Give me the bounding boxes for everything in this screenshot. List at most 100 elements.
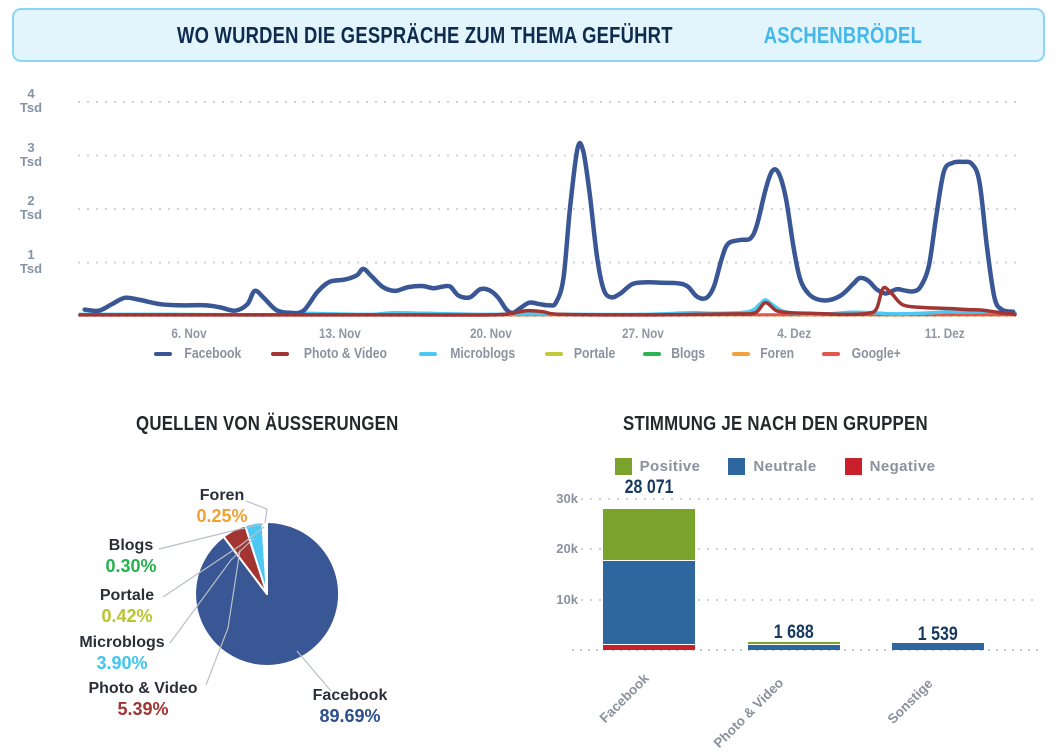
bar-total-text: 1 539 [918,624,958,645]
banner-highlight: ASCHENBRÖDEL [763,21,922,48]
x-tick-text: 11. Dez [924,325,965,341]
pie-label-percent: 0.25% [196,506,248,526]
bar-gridline [572,548,1040,550]
pie-callout-line-blogs [158,523,264,550]
bar-gridline [572,497,1040,500]
bar-section-title: STIMMUNG JE NACH DEN GRUPPEN [558,413,992,436]
pie-label-facebook: Facebook 89.69% [270,686,430,726]
pie-label-name: Portale [99,587,155,604]
legend-item-microblogs[interactable]: Microblogs [418,346,521,362]
legend-swatch-facebook [153,352,172,356]
legend-item-photo-video[interactable]: Photo & Video [270,346,395,362]
pie-callout-line-foren [245,500,268,524]
pie-callout-line-facebook [296,650,332,692]
bar-y-label: 10k [556,591,578,607]
legend-swatch-neutrale [728,458,746,475]
x-tick-label: 27. Nov [598,325,688,341]
legend-swatch-positive [614,458,632,475]
banner: WO WURDEN DIE GESPRÄCHE ZUM THEMA GEFÜHR… [12,8,1045,62]
pie-label-name: Photo & Video [88,680,198,697]
pie-label-blogs: Blogs 0.30% [51,536,211,576]
bar-total-photo-video: 1 688 [724,622,864,644]
y-axis-value: 1 [27,246,35,262]
legend-swatch-google [821,352,840,356]
legend-swatch-photo-video [270,352,289,356]
legend-label: Neutrale [753,458,817,475]
legend-label: Negative [869,458,936,475]
bar-x-label-facebook: Facebook [596,670,652,726]
x-tick-text: 4. Dez [777,325,812,341]
legend-item-portale[interactable]: Portale [544,346,619,362]
legend-item-positive[interactable]: Positive [614,458,701,475]
y-axis-value: 2 [27,193,35,208]
pie-label-percent: 89.69% [319,706,381,726]
legend-item-google[interactable]: Google+ [821,346,905,362]
bar-segment-neutrale-sonstige [892,642,984,650]
bar-total-facebook: 28 071 [579,477,719,499]
y-axis-unit: Tsd [19,100,43,115]
legend-label: Portale [573,346,616,362]
pie-label-percent: 5.39% [117,699,169,719]
y-axis-label: 1 Tsd [12,246,50,276]
pie-label-percent: 0.42% [101,606,153,626]
pie-label-name: Blogs [108,537,154,554]
pie-label-foren: Foren 0.25% [142,486,302,526]
pie-section-title: QUELLEN VON ÄUSSERUNGEN [57,413,477,436]
y-axis-unit: Tsd [19,207,43,222]
bar-baseline [572,649,1040,651]
y-axis-value: 3 [27,139,35,155]
bar-y-label: 20k [556,541,578,556]
pie-label-percent: 0.30% [105,556,157,576]
legend-item-negative[interactable]: Negative [844,458,936,475]
pie-callout-line-photo-video [205,549,241,686]
timeline-legend: Facebook Photo & Video Microblogs Portale Bl… [0,346,1059,362]
pie-callout-line-portale [162,526,265,598]
bar-legend: Positive Neutrale Negative [558,458,992,475]
bar-segment-neutrale-photo-video [748,643,840,650]
y-axis-unit: Tsd [19,153,43,169]
pie-label-name: Foren [199,487,245,504]
series-line-photo-video [78,285,1017,317]
y-axis-label: 3 Tsd [12,139,50,169]
legend-item-neutrale[interactable]: Neutrale [728,458,816,475]
legend-swatch-portale [544,352,563,356]
pie-label-name: Microblogs [79,634,165,651]
bar-title-text: STIMMUNG JE NACH DEN GRUPPEN [622,413,928,435]
timeline-chart [78,101,1020,317]
bar-y-label: 30k [556,490,578,506]
sources-pie-chart [158,500,341,692]
y-axis-unit: Tsd [19,260,43,276]
legend-swatch-microblogs [418,352,437,356]
bar-total-text: 1 688 [774,622,814,643]
series-line-facebook [82,140,1016,316]
x-tick-label: 11. Dez [900,325,990,341]
x-tick-label: 13. Nov [295,325,385,341]
legend-item-foren[interactable]: Foren [732,346,797,362]
legend-label: Foren [760,346,795,362]
bar-x-label-sonstige: Sonstige [884,675,936,727]
bar-total-text: 28 071 [624,477,674,498]
pie-slice-foren [264,520,268,595]
legend-item-blogs[interactable]: Blogs [643,346,708,362]
bar-segment-positive-facebook [603,508,695,560]
bar-x-label-photo-video: Photo & Video [710,675,787,751]
bar-total-sonstige: 1 539 [868,624,1008,646]
pie-label-percent: 3.90% [96,653,148,673]
legend-label: Blogs [671,346,706,362]
x-tick-text: 13. Nov [319,325,361,341]
bar-segment-negative-facebook [603,644,695,650]
legend-label: Google+ [851,346,901,362]
legend-swatch-negative [844,458,862,475]
y-axis-label: 4 Tsd [12,87,50,115]
legend-swatch-foren [732,352,751,356]
x-tick-label: 4. Dez [749,325,839,341]
x-tick-label: 6. Nov [144,325,234,341]
y-axis-value: 4 [27,86,35,101]
pie-label-photo-video: Photo & Video 5.39% [63,679,223,719]
legend-label: Facebook [184,346,242,362]
banner-title: WO WURDEN DIE GESPRÄCHE ZUM THEMA GEFÜHR… [177,21,673,48]
legend-item-facebook[interactable]: Facebook [153,346,247,362]
x-tick-label: 20. Nov [446,325,536,341]
x-tick-text: 20. Nov [470,325,513,341]
